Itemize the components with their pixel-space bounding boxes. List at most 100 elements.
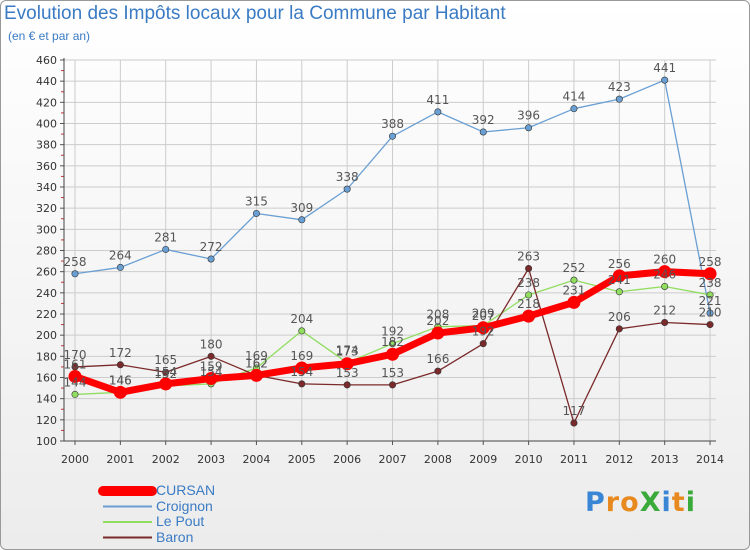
logo-letter: i xyxy=(661,487,672,518)
data-point xyxy=(706,321,714,329)
data-label: 204 xyxy=(290,312,313,326)
data-point xyxy=(389,132,397,140)
data-label: 152 xyxy=(154,367,177,381)
data-point xyxy=(71,390,79,398)
data-label: 315 xyxy=(245,194,268,208)
data-label: 161 xyxy=(64,357,87,371)
data-point xyxy=(207,352,215,360)
data-point xyxy=(252,209,260,217)
data-label: 231 xyxy=(563,283,586,297)
data-point xyxy=(389,381,397,389)
y-tick-label: 320 xyxy=(36,202,57,215)
data-label: 212 xyxy=(653,303,676,317)
data-point xyxy=(567,295,581,309)
x-tick-label: 2003 xyxy=(197,453,225,466)
data-point xyxy=(703,267,717,281)
data-label: 252 xyxy=(563,261,586,275)
legend-label: Croignon xyxy=(156,497,213,514)
data-label: 172 xyxy=(109,346,132,360)
x-tick-label: 2014 xyxy=(696,453,724,466)
data-label: 174 xyxy=(336,344,359,358)
x-tick-label: 2001 xyxy=(106,453,134,466)
data-point xyxy=(298,327,306,335)
data-point xyxy=(389,340,397,348)
data-point xyxy=(68,369,82,383)
data-point xyxy=(207,255,215,263)
data-label: 117 xyxy=(563,404,586,418)
data-label: 166 xyxy=(426,352,449,366)
x-tick-label: 2012 xyxy=(605,453,633,466)
data-label: 202 xyxy=(426,314,449,328)
data-point xyxy=(661,282,669,290)
data-point xyxy=(431,326,445,340)
y-tick-label: 280 xyxy=(36,245,57,258)
data-point xyxy=(204,372,218,386)
data-point xyxy=(116,361,124,369)
data-point xyxy=(570,105,578,113)
data-label: 272 xyxy=(200,240,223,254)
data-label: 207 xyxy=(472,309,495,323)
data-point xyxy=(479,128,487,136)
data-point xyxy=(570,419,578,427)
data-point xyxy=(615,325,623,333)
data-point xyxy=(706,309,714,317)
data-point xyxy=(661,318,669,326)
data-label: 159 xyxy=(200,360,223,374)
data-label: 154 xyxy=(290,365,313,379)
data-label: 238 xyxy=(699,276,722,290)
data-label: 309 xyxy=(290,201,313,215)
x-tick-label: 2002 xyxy=(152,453,180,466)
data-label: 256 xyxy=(608,257,631,271)
data-point xyxy=(298,380,306,388)
data-point xyxy=(706,291,714,299)
data-label: 260 xyxy=(653,253,676,267)
y-tick-label: 400 xyxy=(36,118,57,131)
y-tick-label: 440 xyxy=(36,75,57,88)
data-label: 192 xyxy=(381,325,404,339)
data-label: 238 xyxy=(517,276,540,290)
data-point xyxy=(525,124,533,132)
y-tick-label: 140 xyxy=(36,393,57,406)
data-label: 169 xyxy=(245,349,268,363)
data-point xyxy=(525,264,533,272)
data-point xyxy=(298,216,306,224)
data-point xyxy=(162,245,170,253)
data-label: 423 xyxy=(608,80,631,94)
y-tick-label: 300 xyxy=(36,223,57,236)
logo-letter: P xyxy=(585,487,606,518)
data-label: 173 xyxy=(336,345,359,359)
legend-label: CURSAN xyxy=(156,482,216,498)
data-label: 258 xyxy=(699,255,722,269)
data-label: 146 xyxy=(109,373,132,387)
data-point xyxy=(570,276,578,284)
data-label: 411 xyxy=(426,93,449,107)
data-point xyxy=(615,95,623,103)
x-tick-label: 2005 xyxy=(288,453,316,466)
data-point xyxy=(434,108,442,116)
data-label: 281 xyxy=(154,230,177,244)
data-point xyxy=(116,263,124,271)
y-tick-label: 200 xyxy=(36,329,57,342)
data-point xyxy=(658,265,672,279)
data-point xyxy=(343,381,351,389)
x-tick-label: 2010 xyxy=(515,453,543,466)
data-point xyxy=(159,377,173,391)
data-label: 154 xyxy=(154,365,177,379)
data-label: 146 xyxy=(109,373,132,387)
data-point xyxy=(113,385,127,399)
data-label: 180 xyxy=(200,337,223,351)
data-label: 165 xyxy=(154,353,177,367)
data-label: 441 xyxy=(653,61,676,75)
y-tick-label: 380 xyxy=(36,139,57,152)
x-tick-label: 2007 xyxy=(379,453,407,466)
data-point xyxy=(615,288,623,296)
y-tick-label: 420 xyxy=(36,96,57,109)
data-label: 206 xyxy=(608,310,631,324)
data-point xyxy=(476,321,490,335)
data-label: 210 xyxy=(699,306,722,320)
data-label: 218 xyxy=(517,297,540,311)
x-tick-label: 2013 xyxy=(651,453,679,466)
data-point xyxy=(343,185,351,193)
data-label: 153 xyxy=(381,366,404,380)
data-point xyxy=(525,291,533,299)
